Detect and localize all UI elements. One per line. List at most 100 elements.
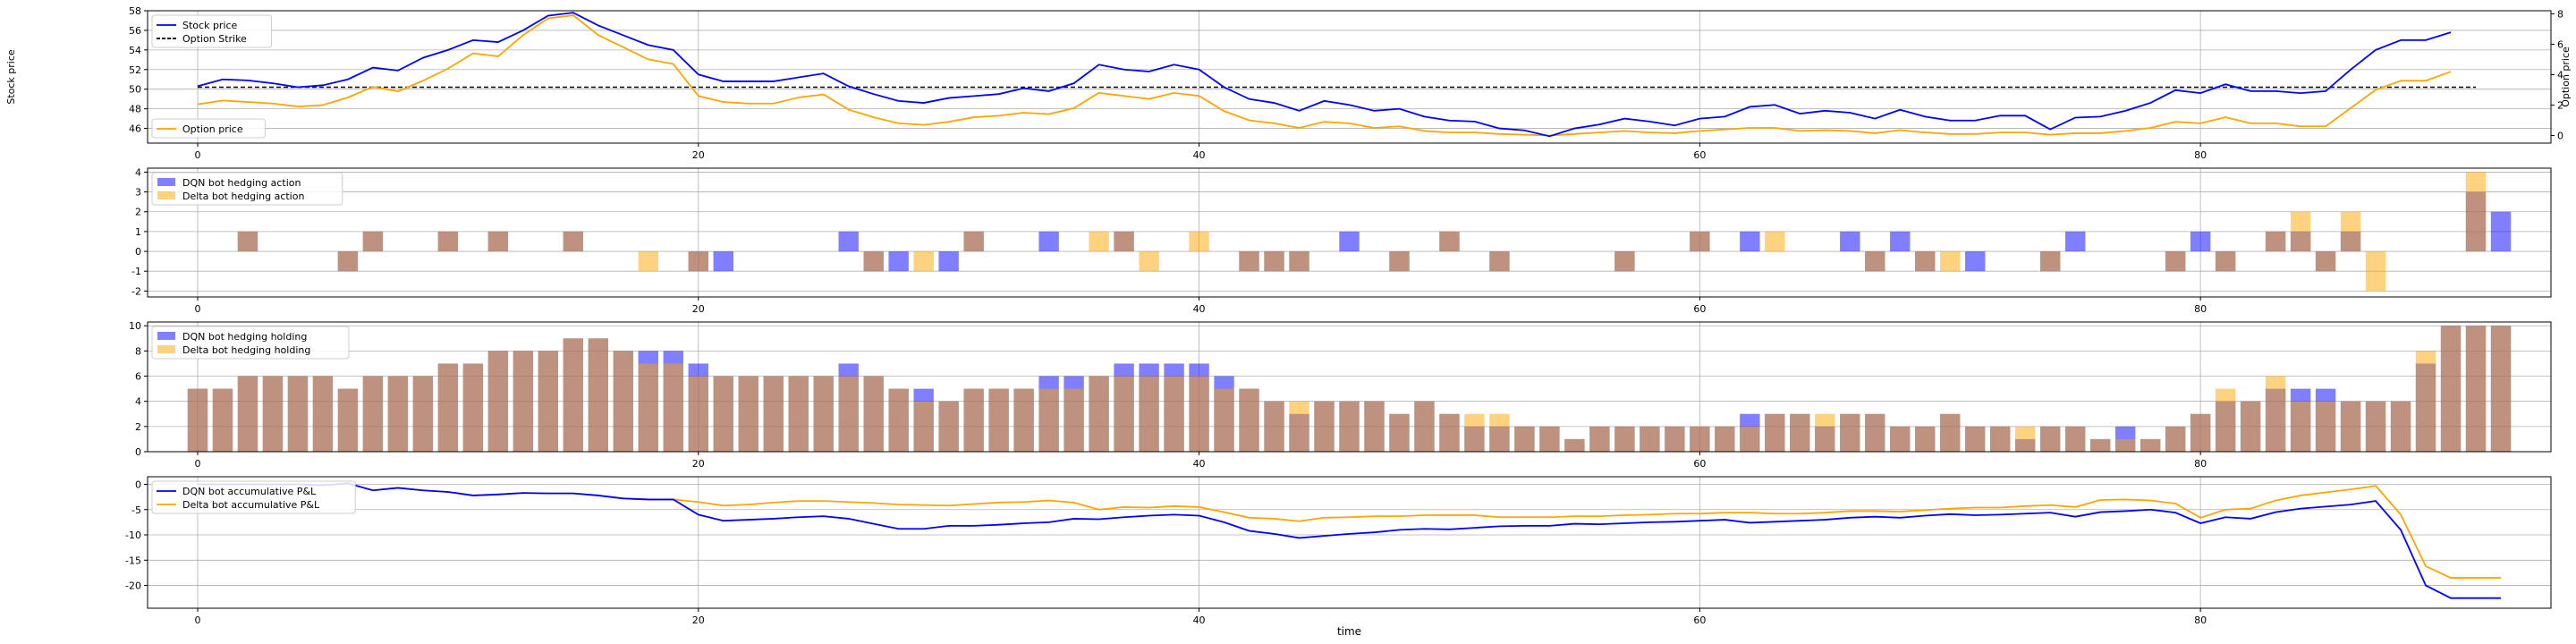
dqn-bar	[838, 231, 859, 252]
delta-bar	[1690, 231, 1710, 252]
legend: Option price	[151, 118, 266, 139]
delta-bar	[1139, 376, 1159, 452]
delta-bar	[1339, 401, 1360, 452]
delta-bar	[2490, 326, 2512, 452]
delta-bar	[963, 388, 984, 452]
legend: DQN bot accumulative P&L Delta bot accumu…	[151, 480, 356, 514]
y-tick-label: 4	[135, 396, 141, 408]
y-tick-label: 6	[135, 371, 141, 383]
legend-label: Delta bot hedging action	[182, 191, 304, 202]
delta-bar	[2240, 401, 2261, 452]
delta-bar	[788, 376, 809, 452]
delta-bar	[663, 363, 683, 452]
x-tick-label: 80	[2194, 614, 2207, 626]
y-tick-label: 58	[129, 5, 141, 17]
delta-bar	[1239, 251, 1259, 272]
delta-bar	[312, 376, 334, 452]
delta-bar	[1865, 251, 1885, 272]
delta-bar	[1865, 413, 1885, 452]
delta-bar	[2065, 426, 2086, 452]
delta-bar	[1564, 438, 1585, 452]
delta-bar	[2365, 401, 2386, 452]
delta-bar	[1089, 231, 1109, 252]
legend-label: DQN bot hedging holding	[182, 331, 307, 343]
delta-bar	[2415, 351, 2436, 452]
delta-bar	[337, 388, 359, 452]
delta-bar	[1189, 376, 1209, 452]
delta-bar	[738, 376, 758, 452]
x-tick-label: 40	[1193, 149, 1206, 161]
x-tick-label: 20	[692, 614, 705, 626]
x-tick-label: 60	[1693, 149, 1706, 161]
delta-bar	[1464, 413, 1485, 452]
delta-bar	[1790, 413, 1810, 452]
delta-bar	[1239, 388, 1259, 452]
delta-bar	[387, 376, 409, 452]
legend-label: DQN bot hedging action	[182, 177, 301, 189]
delta-bar	[938, 401, 959, 452]
delta-bar	[2315, 401, 2336, 452]
legend: DQN bot hedging action Delta bot hedging …	[151, 172, 343, 206]
dqn-bar	[1339, 231, 1360, 252]
legend-box	[151, 326, 350, 360]
y-tick-label: 3	[135, 187, 141, 199]
y-tick-label: 54	[129, 45, 141, 56]
delta-bar	[1264, 401, 1284, 452]
delta-bar	[1489, 413, 1510, 452]
delta-bar	[2114, 438, 2136, 452]
y-tick-label: 50	[129, 84, 141, 96]
y-tick-label: 1	[135, 226, 141, 238]
y-tick-label: 0	[135, 446, 141, 458]
delta-bar	[913, 251, 934, 272]
legend-label: DQN bot accumulative P&L	[182, 486, 317, 497]
delta-bar	[437, 231, 459, 252]
delta-bar	[913, 401, 934, 452]
delta-bar	[1164, 376, 1184, 452]
y-tick-label: -5	[131, 504, 141, 516]
axes-frame	[147, 476, 2552, 609]
delta-bar	[1640, 426, 1660, 452]
y-tick-label: -10	[125, 530, 141, 541]
legend: Stock price Option Strike	[151, 14, 273, 48]
delta-bar	[2015, 426, 2036, 452]
delta-bar	[2340, 211, 2361, 252]
delta-bar	[2040, 251, 2061, 272]
x-tick-label: 20	[692, 303, 705, 315]
delta-bar	[1439, 413, 1460, 452]
delta-bar	[1314, 401, 1335, 452]
legend-swatch	[157, 345, 175, 353]
delta-bar	[462, 363, 484, 452]
delta-bar	[1114, 231, 1134, 252]
legend-box	[151, 480, 356, 514]
delta-bar	[1264, 251, 1284, 272]
y-tick-label: 0	[135, 246, 141, 258]
y2-tick-label: 8	[2557, 8, 2563, 20]
y-tick-label: 10	[129, 320, 141, 332]
y2-axis-label: Option price	[2560, 47, 2572, 107]
delta-bar	[487, 351, 509, 452]
delta-bar	[1740, 426, 1760, 452]
delta-bar	[2290, 211, 2311, 252]
delta-bar	[1539, 426, 1560, 452]
delta-bar	[2465, 172, 2487, 252]
x-tick-label: 80	[2194, 458, 2207, 470]
dqn-bar	[1740, 231, 1760, 252]
x-tick-label: 60	[1693, 303, 1706, 315]
delta-bar	[1489, 251, 1510, 272]
delta-bar	[888, 388, 909, 452]
delta-bar	[1614, 251, 1635, 272]
delta-bar	[2089, 438, 2111, 452]
delta-bar	[1915, 251, 1936, 272]
y-tick-label: 48	[129, 104, 141, 115]
y2-tick-label: 0	[2557, 130, 2563, 141]
y-tick-label: 52	[129, 64, 141, 76]
legend-label: Option Strike	[182, 33, 247, 45]
delta-bar	[1189, 231, 1209, 252]
legend-label: Option price	[182, 123, 243, 135]
legend-swatch	[157, 191, 175, 199]
hedging-holding-axes: 0 20 40 60 80 0 2 4 6 8 10 DQN bot hedging holdingD…	[129, 320, 2552, 470]
x-tick-label: 40	[1193, 614, 1206, 626]
delta-bar	[2340, 401, 2361, 452]
